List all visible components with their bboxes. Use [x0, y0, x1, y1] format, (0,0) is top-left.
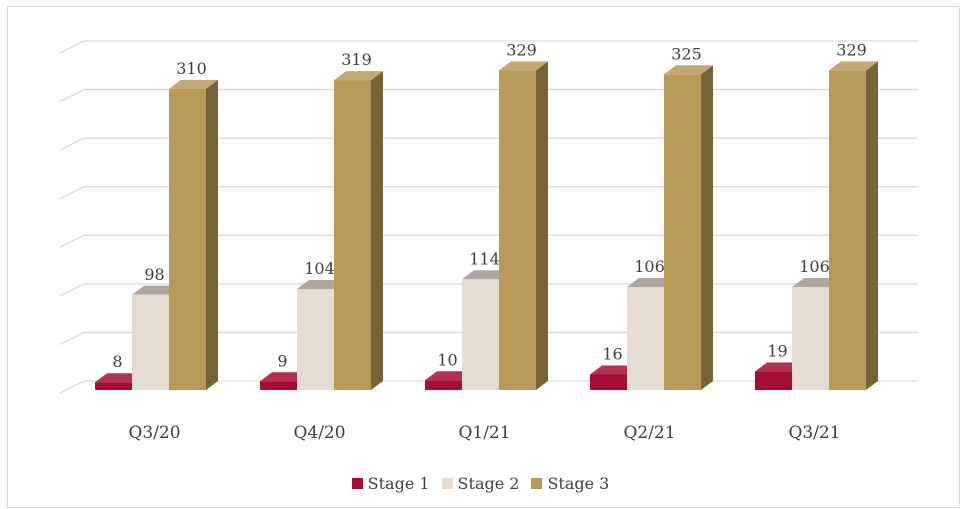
bar-stage-3-Q1-21 [499, 61, 548, 391]
gridline-depth [59, 380, 85, 394]
bar-stage-3-Q4-20 [334, 71, 383, 390]
data-label: 104 [304, 259, 335, 278]
gridline-depth [59, 234, 85, 248]
data-label: 114 [469, 249, 500, 268]
bar-top [792, 278, 841, 288]
bar-side [536, 61, 548, 391]
bar-stage-3-Q3-20 [169, 79, 218, 390]
category-label: Q3/21 [788, 423, 840, 443]
legend-item: Stage 2 [441, 473, 520, 493]
bar-top [664, 65, 713, 75]
bar-top [627, 278, 676, 288]
bar-top [829, 61, 878, 71]
bar-front [334, 80, 371, 390]
legend-swatch [531, 477, 543, 489]
gridline-depth [59, 88, 85, 103]
data-label: 325 [671, 44, 702, 63]
legend-item: Stage 3 [531, 474, 609, 493]
data-label: 19 [767, 342, 787, 361]
bar-front [169, 88, 206, 390]
bar-side [371, 71, 383, 390]
legend-label: Stage 2 [457, 473, 520, 493]
bar-front [462, 279, 499, 390]
bar-side [866, 61, 878, 391]
legend-swatch [441, 477, 453, 489]
bar-front [792, 287, 829, 390]
bar-top [590, 365, 639, 375]
gridline-depth [59, 331, 85, 346]
bar-top [755, 362, 804, 372]
bar-stage-3-Q2-21 [664, 65, 713, 391]
category-label: Q4/20 [293, 423, 345, 443]
gridline-depth [59, 137, 85, 151]
data-label: 9 [277, 351, 287, 370]
bar-top [260, 372, 309, 382]
bar-front [95, 382, 132, 390]
bar-front [297, 288, 334, 390]
bar-front [590, 374, 627, 390]
data-labels: 8 98 310 9 104 319 10 114 329 16 106 325 19 106 329 [112, 40, 866, 371]
data-label: 16 [602, 344, 622, 363]
gridline-depth [59, 40, 85, 54]
legend-swatch [351, 477, 363, 489]
bar-front [499, 70, 536, 391]
bar-top [334, 71, 383, 81]
bar-front [627, 287, 664, 390]
data-label: 10 [437, 350, 457, 369]
category-labels: Q3/20 Q4/20 Q1/21 Q2/21 Q3/21 [128, 423, 840, 443]
bars [95, 61, 878, 391]
bar-side [701, 65, 713, 391]
bar-front [132, 294, 169, 390]
bar-top [95, 373, 144, 383]
gridline-depth [59, 283, 85, 297]
bar-front [829, 70, 866, 391]
category-label: Q3/20 [128, 423, 180, 443]
data-label: 8 [112, 352, 122, 371]
bar-front [425, 380, 462, 390]
legend-label: Stage 3 [547, 473, 610, 493]
data-label: 106 [799, 257, 830, 276]
data-label: 329 [836, 40, 867, 59]
legend-label: Stage 1 [367, 473, 430, 493]
bar-front [260, 381, 297, 390]
bar-top [132, 285, 181, 295]
data-label: 310 [176, 59, 207, 78]
category-label: Q1/21 [458, 423, 510, 443]
data-label: 329 [506, 40, 537, 59]
bar-front [664, 74, 701, 391]
data-label: 98 [144, 265, 164, 284]
legend-item: Stage 1 [351, 473, 430, 493]
legend: Stage 1 Stage 2 Stage 3 [0, 470, 961, 496]
bar-stage-3-Q3-21 [829, 61, 878, 391]
bar-top [499, 61, 548, 71]
bar-top [169, 79, 218, 89]
bar-side [206, 79, 218, 390]
bar-top [297, 279, 346, 289]
category-label: Q2/21 [623, 423, 675, 443]
data-label: 106 [634, 257, 665, 276]
data-label: 319 [341, 50, 372, 69]
gridline-depth [59, 186, 85, 200]
bar-top [462, 270, 511, 280]
bar-front [755, 371, 792, 390]
bar-top [425, 371, 474, 381]
